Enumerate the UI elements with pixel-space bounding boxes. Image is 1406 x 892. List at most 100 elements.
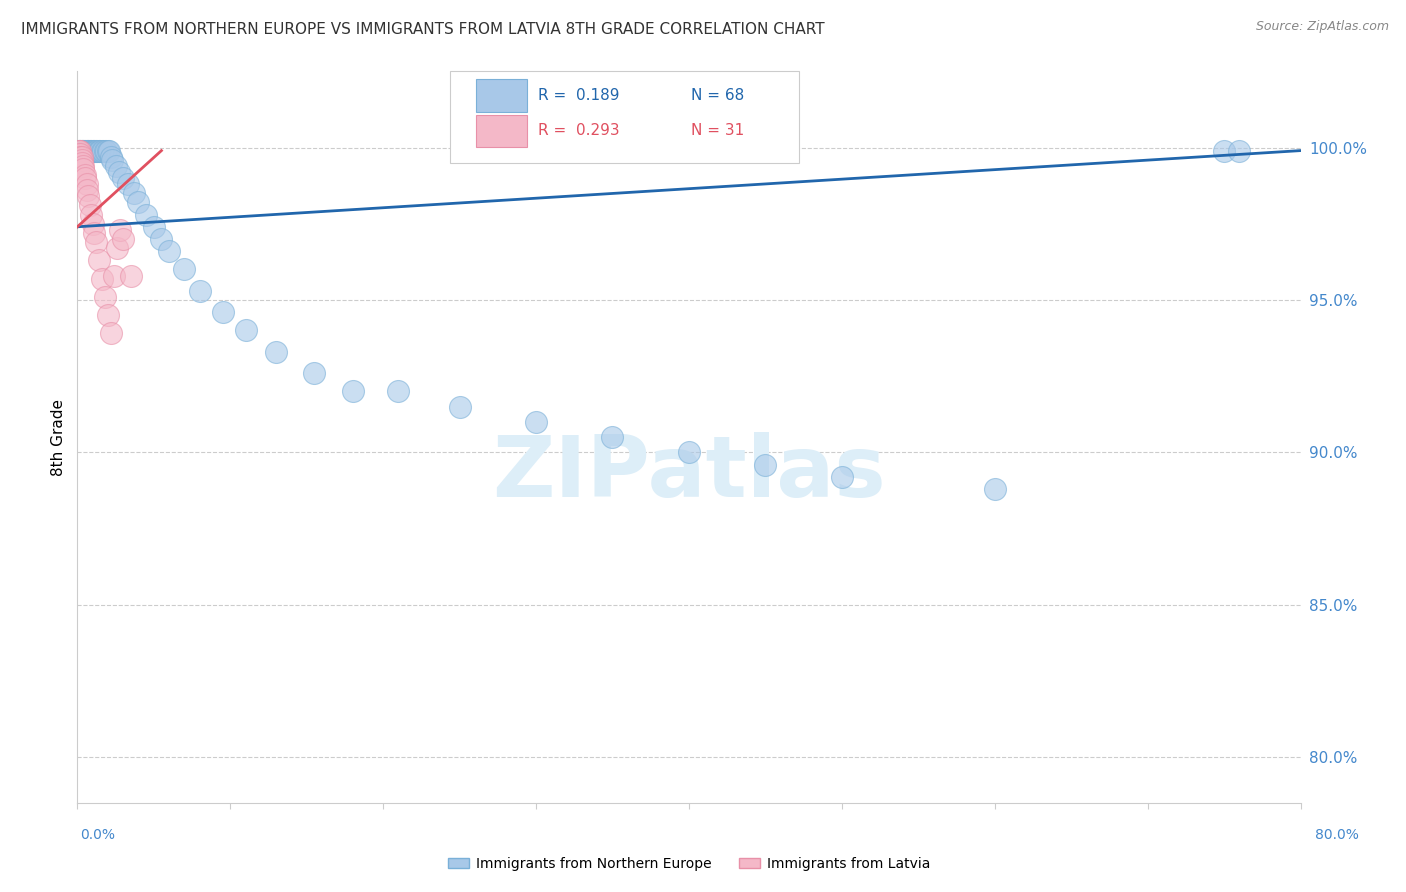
Point (67, 144, 90, 158)
Point (72, 144, 94, 158)
Point (107, 165, 129, 179)
Point (97, 144, 120, 158)
Point (73, 144, 96, 158)
Text: Source: ZipAtlas.com: Source: ZipAtlas.com (1256, 20, 1389, 33)
Point (342, 384, 364, 399)
Point (235, 323, 257, 337)
Point (69, 144, 91, 158)
Legend: Immigrants from Northern Europe, Immigrants from Latvia: Immigrants from Northern Europe, Immigra… (443, 851, 935, 876)
Point (77, 144, 100, 158)
Point (70, 144, 93, 158)
Point (304, 366, 326, 380)
Point (77, 144, 100, 158)
Point (831, 469, 853, 483)
Point (108, 223, 131, 237)
Point (70, 144, 93, 158)
Point (80, 208, 103, 222)
Point (82, 144, 104, 158)
Point (142, 219, 165, 234)
Point (73, 144, 96, 158)
Text: R =  0.293: R = 0.293 (538, 123, 620, 138)
Point (678, 445, 700, 459)
Text: ZIPatlas: ZIPatlas (492, 432, 886, 516)
Point (98, 144, 121, 158)
Point (117, 177, 139, 191)
Point (70, 153, 93, 167)
Point (76, 144, 98, 158)
Point (82, 144, 104, 158)
Point (69, 144, 91, 158)
Point (86, 144, 108, 158)
Point (69, 146, 91, 161)
Point (97, 308, 120, 322)
Point (90, 144, 112, 158)
Point (1213, 144, 1236, 158)
Point (83, 226, 105, 240)
Point (264, 344, 287, 359)
Point (112, 171, 135, 186)
Point (91, 144, 114, 158)
Point (188, 284, 211, 298)
Point (89, 144, 111, 158)
FancyBboxPatch shape (477, 115, 527, 147)
Text: IMMIGRANTS FROM NORTHERN EUROPE VS IMMIGRANTS FROM LATVIA 8TH GRADE CORRELATION : IMMIGRANTS FROM NORTHERN EUROPE VS IMMIG… (21, 22, 825, 37)
Point (79, 144, 101, 158)
Point (1229, 144, 1251, 158)
Point (100, 326, 122, 341)
Point (96, 144, 118, 158)
Point (70, 150, 93, 164)
Text: 0.0%: 0.0% (80, 828, 115, 842)
Point (73, 144, 96, 158)
Point (79, 144, 101, 158)
Point (79, 198, 101, 212)
Text: N = 68: N = 68 (692, 88, 745, 103)
Point (69, 146, 91, 161)
Point (76, 177, 98, 191)
Point (73, 171, 96, 186)
Text: N = 31: N = 31 (692, 123, 745, 138)
Point (84, 144, 107, 158)
Text: 80.0%: 80.0% (1315, 828, 1358, 842)
Point (94, 144, 117, 158)
Point (157, 244, 180, 259)
Point (984, 482, 1007, 496)
Point (73, 168, 96, 182)
Point (135, 208, 157, 222)
Point (70, 155, 93, 169)
Point (150, 232, 173, 246)
Point (72, 159, 94, 173)
Point (70, 144, 93, 158)
Point (67, 144, 90, 158)
Point (387, 384, 409, 399)
Point (211, 305, 233, 319)
Point (87, 144, 110, 158)
Point (84, 144, 107, 158)
Point (77, 144, 100, 158)
Point (524, 415, 547, 429)
Point (72, 144, 94, 158)
Point (103, 268, 125, 283)
Point (76, 183, 98, 197)
Point (754, 458, 776, 472)
Point (83, 144, 105, 158)
Point (87, 144, 110, 158)
Point (90, 271, 112, 285)
Point (87, 253, 110, 268)
Point (94, 290, 117, 304)
Point (104, 159, 127, 173)
Point (82, 217, 104, 231)
Point (67, 146, 90, 161)
Point (449, 400, 471, 414)
Point (67, 144, 90, 158)
Point (72, 161, 94, 176)
Point (77, 189, 100, 203)
Point (69, 144, 91, 158)
Point (105, 241, 128, 255)
Point (83, 144, 105, 158)
Point (84, 235, 107, 249)
Point (80, 144, 103, 158)
FancyBboxPatch shape (450, 71, 799, 162)
Point (122, 186, 145, 201)
Point (101, 153, 124, 167)
Point (72, 144, 94, 158)
